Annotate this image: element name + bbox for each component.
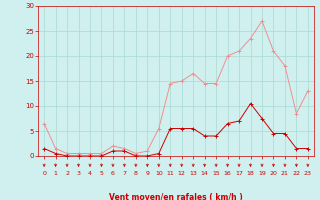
X-axis label: Vent moyen/en rafales ( km/h ): Vent moyen/en rafales ( km/h ) xyxy=(109,193,243,200)
